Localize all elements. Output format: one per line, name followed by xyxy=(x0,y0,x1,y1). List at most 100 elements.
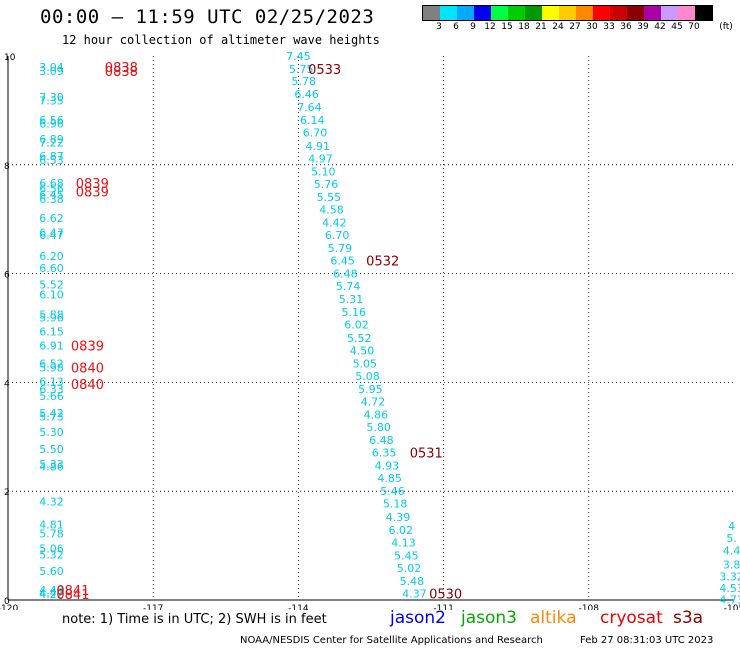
wave-height-value: 5.42 xyxy=(39,407,64,420)
y-tick-label: 0 xyxy=(4,597,10,607)
wave-height-value: 3.04 xyxy=(39,61,64,74)
legend-label: 21 xyxy=(535,22,547,32)
pass-time-label: 0839 xyxy=(76,177,109,192)
wave-height-value: 4.43 xyxy=(39,584,64,597)
pass-time-label: 0839 xyxy=(71,339,104,354)
wave-height-value: 6.89 xyxy=(39,133,64,146)
wave-height-value: 5.78 xyxy=(39,528,64,541)
satellite-legend-cryosat: cryosat xyxy=(600,608,663,628)
wave-height-value: 4.37 xyxy=(402,587,427,600)
legend-label: 39 xyxy=(637,22,649,32)
satellite-legend-altika: altika xyxy=(530,608,577,628)
y-tick-label: 4 xyxy=(4,379,10,389)
wave-height-value: 5.02 xyxy=(397,562,422,575)
wave-height-value: 5.75 xyxy=(289,63,314,76)
wave-height-value: 6.46 xyxy=(294,88,319,101)
wave-height-value: 6.33 xyxy=(39,383,64,396)
wave-height-map: -120 -117 -114 -111 -108 -105 0 2 4 6 8 10 3.043.09 7… xyxy=(0,50,740,610)
pass-time-label: 0839 xyxy=(76,185,109,200)
wave-height-value: 5.74 xyxy=(336,280,361,293)
wave-height-value: 4.73 xyxy=(719,593,740,606)
wave-height-value: 6.70 xyxy=(325,229,350,242)
satellite-legend-jason2: jason2 xyxy=(390,608,446,628)
wave-height-value: 6.68 xyxy=(39,177,64,190)
legend-swatch xyxy=(576,6,593,20)
wave-height-value: 6.10 xyxy=(39,288,64,301)
legend-label: 30 xyxy=(586,22,598,32)
legend-swatch xyxy=(474,6,491,20)
wave-height-value: 7.22 xyxy=(39,136,64,149)
wave-height-value: 6.48 xyxy=(369,434,394,447)
map-title: 00:00 – 11:59 UTC 02/25/2023 xyxy=(40,6,375,28)
x-tick-label: -117 xyxy=(143,604,163,610)
wave-height-value: 5.32 xyxy=(39,548,64,561)
wave-height-value: 6.38 xyxy=(39,193,64,206)
footer-generated-time: Feb 27 08:31:03 UTC 2023 xyxy=(580,635,714,646)
legend-label: 12 xyxy=(484,22,496,32)
wave-height-value: 4.32 xyxy=(39,496,64,509)
x-tick-label: -111 xyxy=(433,604,453,610)
legend-swatch xyxy=(695,6,712,20)
map-subtitle: 12 hour collection of altimeter wave hei… xyxy=(62,33,380,47)
legend-label: 18 xyxy=(518,22,530,32)
wave-height-value: 6.91 xyxy=(39,339,64,352)
pass-time-label: 0841 xyxy=(56,584,89,599)
wave-height-value: 5.16 xyxy=(342,306,367,319)
wave-height-value: 5.88 xyxy=(39,308,64,321)
satellite-legend-jason3: jason3 xyxy=(461,608,517,628)
legend-swatch xyxy=(661,6,678,20)
wave-height-value: 6.45 xyxy=(330,255,355,268)
pass-time-label: 0841 xyxy=(56,588,89,603)
wave-height-value: 4.13 xyxy=(391,536,416,549)
wave-height-value: 4.42 xyxy=(322,216,347,229)
legend-swatch xyxy=(440,6,457,20)
wave-height-value: 7.30 xyxy=(39,91,64,104)
wave-height-value: 5.55 xyxy=(317,191,342,204)
wave-height-value: 5.80 xyxy=(366,421,391,434)
wave-height-value: 4.22 xyxy=(39,588,64,601)
wave-height-value: 5.31 xyxy=(339,293,364,306)
wave-height-value: 6.70 xyxy=(303,127,328,140)
legend-unit: (ft) xyxy=(719,22,733,32)
wave-height-value: 6.15 xyxy=(39,325,64,338)
wave-height-value: 5.52 xyxy=(39,278,64,291)
wave-height-value: 6.48 xyxy=(333,268,358,281)
legend-label: 6 xyxy=(453,22,459,32)
wave-height-value: 5.46 xyxy=(380,485,405,498)
wave-height-value: 4.53 xyxy=(719,582,740,595)
wave-height-value: 4.58 xyxy=(319,203,344,216)
wave-height-value: 7.64 xyxy=(297,101,322,114)
wave-height-value: 6.60 xyxy=(39,262,64,275)
wave-height-value: 5.66 xyxy=(39,390,64,403)
wave-height-value: 4.47 xyxy=(39,586,64,599)
legend-swatch xyxy=(423,6,440,20)
legend-swatch xyxy=(508,6,525,20)
wave-height-value: 6.02 xyxy=(389,524,414,537)
legend-swatch xyxy=(627,6,644,20)
pass-time-label: 0532 xyxy=(366,255,399,270)
wave-height-value: 5.95 xyxy=(358,383,383,396)
wave-height-value: 5. xyxy=(726,532,737,545)
wave-height-value: 4.93 xyxy=(375,460,400,473)
wave-height-value: 5.33 xyxy=(39,458,64,471)
wave-height-value: 6.56 xyxy=(39,183,64,196)
wave-height-value: 6.35 xyxy=(372,447,397,460)
legend-swatch xyxy=(593,6,610,20)
legend-label: 33 xyxy=(603,22,615,32)
wave-height-value: 5.98 xyxy=(39,362,64,375)
legend-label: 27 xyxy=(569,22,581,32)
pass-time-label: 0840 xyxy=(71,378,104,393)
wave-height-value: 6.47 xyxy=(39,229,64,242)
wave-height-value: 5.76 xyxy=(314,178,339,191)
wave-height-value: 4.81 xyxy=(39,518,64,531)
wave-height-value: 5.73 xyxy=(39,411,64,424)
y-tick-label: 8 xyxy=(4,162,10,172)
wave-height-value: 5.45 xyxy=(394,549,419,562)
y-tick-label: 6 xyxy=(4,271,10,281)
color-legend-bar xyxy=(422,5,713,21)
y-tick-label: 2 xyxy=(4,488,10,498)
wave-height-value: 5.50 xyxy=(39,443,64,456)
wave-height-value: 4.91 xyxy=(306,140,331,153)
wave-height-value: 5.18 xyxy=(383,498,408,511)
legend-label: 15 xyxy=(501,22,513,32)
